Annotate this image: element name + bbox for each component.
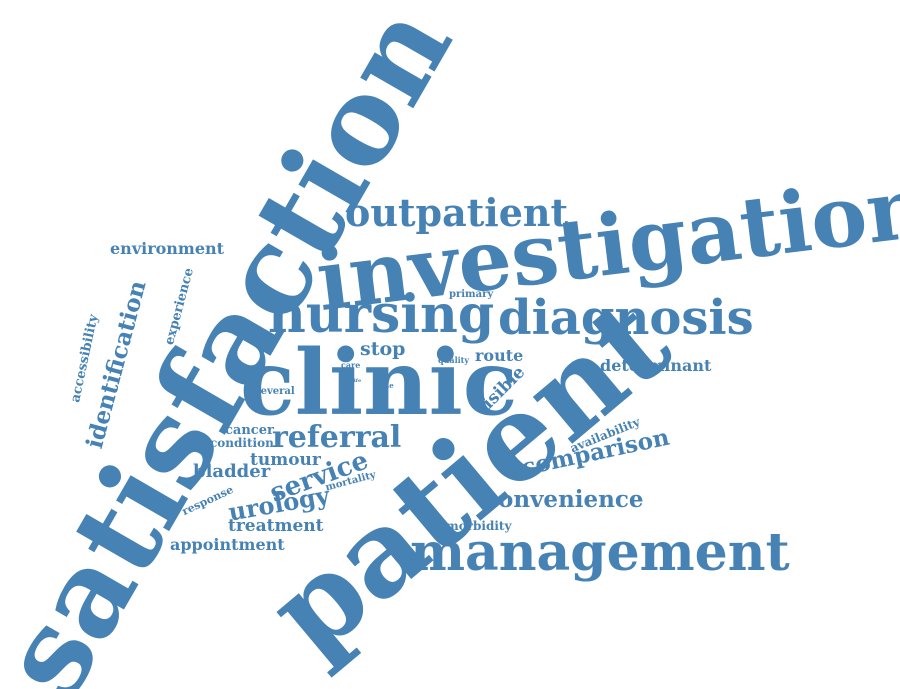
word-convenience: convenience <box>484 486 644 513</box>
word-nursing: nursing <box>268 284 495 345</box>
word-appointment: appointment <box>170 535 285 554</box>
word-several: several <box>255 386 295 397</box>
word-morbidity: morbidity <box>446 519 512 533</box>
word-tumour: tumour <box>250 450 321 470</box>
word-treatment: treatment <box>228 516 324 536</box>
word-bladder: bladder <box>193 461 271 482</box>
word-quality: quality <box>438 355 470 365</box>
word-determinant: determinant <box>600 356 712 375</box>
word-referral: referral <box>272 420 402 455</box>
word-condition: condition <box>210 436 274 450</box>
word-diagnosis: diagnosis <box>498 290 754 346</box>
word-primary: primary <box>449 289 494 300</box>
word-cancer: cancer <box>225 423 274 438</box>
word-care: care <box>341 360 361 370</box>
word-time: time <box>376 381 394 390</box>
word-stop: stop <box>360 338 406 360</box>
word-route: route <box>475 346 524 365</box>
word-environment: environment <box>110 239 225 258</box>
word-clinic: clinic <box>240 330 518 436</box>
word-management: management <box>410 522 790 583</box>
word-outpatient: outpatient <box>345 190 569 235</box>
word-tiny: life <box>352 378 362 384</box>
